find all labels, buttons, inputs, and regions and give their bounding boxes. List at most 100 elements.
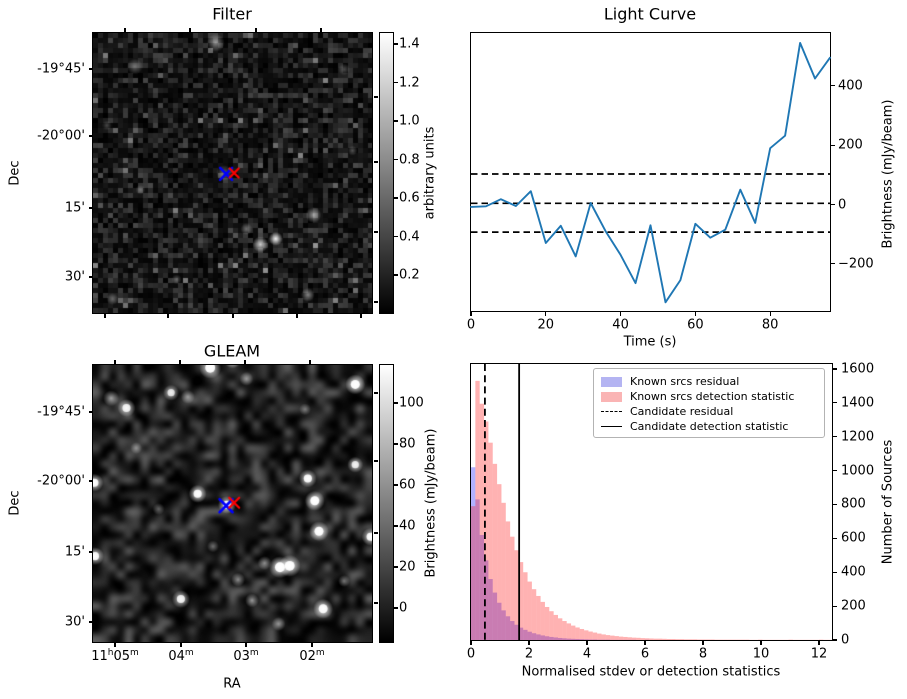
tick-mark	[296, 314, 298, 318]
filter-dec-tick-label: 15'	[64, 200, 85, 216]
histogram-x-axis-label: Normalised stdev or detection statistics	[521, 664, 781, 680]
tick-mark	[374, 96, 378, 98]
histogram-x-tick-label: 8	[698, 646, 708, 662]
histogram-x-tick-label: 4	[582, 646, 592, 662]
lightcurve-plot-frame	[470, 32, 831, 312]
tick-mark	[702, 641, 704, 645]
filter-colorbar-tick-label: 1.4	[399, 36, 420, 52]
tick-mark	[470, 312, 472, 316]
histogram-y-tick-label: 800	[841, 496, 866, 512]
filter-colorbar-tick-label: 1.2	[399, 75, 420, 90]
tick-mark	[694, 312, 696, 316]
gleam-ra-tick-label: 03m	[233, 647, 259, 665]
tick-mark	[189, 28, 191, 32]
tick-mark	[818, 641, 820, 645]
filter-colorbar-tick-label: 0.6	[399, 190, 420, 206]
tick-mark	[374, 532, 378, 534]
tick-mark	[89, 480, 93, 482]
tick-mark	[232, 314, 234, 318]
tick-mark	[104, 314, 106, 318]
legend-swatch-pink	[601, 391, 622, 402]
gleam-dec-tick-label: -19°45'	[37, 404, 85, 420]
filter-dec-tick-label: 30'	[64, 269, 85, 285]
tick-mark	[114, 643, 116, 647]
legend-swatch-blue	[601, 376, 622, 387]
filter-dec-tick-label: -20°00'	[37, 128, 85, 144]
tick-mark	[833, 470, 837, 472]
lightcurve-time-tick-label: 40	[612, 317, 629, 333]
gleam-colorbar-tick-label: 80	[399, 436, 416, 452]
tick-mark	[545, 312, 547, 316]
tick-mark	[320, 28, 322, 32]
tick-mark	[180, 643, 182, 647]
tick-mark	[89, 68, 93, 70]
lightcurve-brightness-tick-label: −200	[838, 256, 874, 272]
tick-mark	[833, 368, 837, 370]
lightcurve-time-tick-label: 20	[537, 317, 555, 333]
lightcurve-time-tick-label: 80	[761, 317, 779, 333]
gleam-colorbar-tick-label: 0	[399, 600, 408, 616]
filter-image	[92, 32, 373, 314]
tick-mark	[311, 643, 313, 647]
tick-mark	[89, 207, 93, 209]
tick-mark	[831, 85, 835, 87]
histogram-plot	[471, 364, 833, 640]
tick-mark	[245, 643, 247, 647]
legend-item-candidate-detection: Candidate detection statistic	[601, 419, 817, 434]
tick-mark	[394, 484, 398, 486]
tick-mark	[89, 135, 93, 137]
gleam-title: GLEAM	[203, 341, 261, 361]
tick-mark	[470, 641, 472, 645]
gleam-colorbar-tick-label: 100	[399, 395, 424, 411]
tick-mark	[833, 436, 837, 438]
tick-mark	[374, 161, 378, 163]
histogram-y-tick-label: 400	[841, 564, 866, 580]
histogram-x-tick-label: 2	[524, 646, 534, 662]
tick-mark	[833, 571, 837, 573]
legend-label: Candidate detection statistic	[630, 420, 789, 433]
tick-mark	[833, 402, 837, 404]
tick-mark	[394, 235, 398, 238]
gleam-ra-tick-label: 04m	[168, 647, 194, 665]
legend-item-known-residual: Known srcs residual	[601, 374, 817, 389]
tick-mark	[833, 503, 837, 506]
tick-mark	[89, 276, 93, 278]
tick-mark	[394, 443, 398, 445]
tick-mark	[831, 144, 835, 146]
tick-mark	[586, 641, 588, 645]
tick-mark	[374, 460, 378, 462]
brightness-axis-label: Brightness (mJy/beam)	[880, 99, 896, 249]
tick-mark	[374, 602, 378, 604]
tick-mark	[394, 43, 398, 45]
gleam-colorbar-label: Brightness (mJy/beam)	[423, 428, 439, 578]
tick-mark	[394, 566, 398, 568]
tick-mark	[89, 551, 93, 553]
lightcurve-title: Light Curve	[603, 4, 697, 24]
tick-mark	[179, 360, 181, 364]
histogram-x-tick-label: 6	[640, 646, 650, 662]
gleam-dec-tick-label: -20°00'	[37, 473, 85, 489]
gleam-dec-axis-label: Dec	[7, 490, 23, 516]
tick-mark	[833, 639, 837, 641]
legend-label: Known srcs detection statistic	[630, 390, 795, 403]
histogram-y-tick-label: 200	[841, 598, 866, 614]
sources-axis-label: Number of Sources	[880, 439, 896, 565]
tick-mark	[394, 274, 398, 276]
tick-mark	[114, 360, 116, 364]
tick-mark	[394, 607, 398, 609]
tick-mark	[831, 263, 835, 265]
tick-mark	[394, 197, 398, 199]
lightcurve-brightness-tick-label: 400	[838, 78, 863, 94]
filter-title: Filter	[212, 4, 252, 24]
histogram-y-tick-label: 0	[841, 632, 850, 648]
lightcurve-plot	[470, 41, 831, 304]
legend-label: Known srcs residual	[630, 375, 740, 388]
lightcurve-brightness-tick-label: 0	[838, 197, 847, 212]
tick-mark	[244, 360, 246, 364]
tick-mark	[374, 301, 378, 303]
lightcurve-brightness-tick-label: 200	[838, 137, 863, 153]
tick-mark	[528, 641, 530, 645]
tick-mark	[833, 605, 837, 607]
filter-colorbar-tick-label: 1.0	[399, 113, 420, 129]
filter-colorbar-tick-label: 0.8	[399, 152, 420, 167]
